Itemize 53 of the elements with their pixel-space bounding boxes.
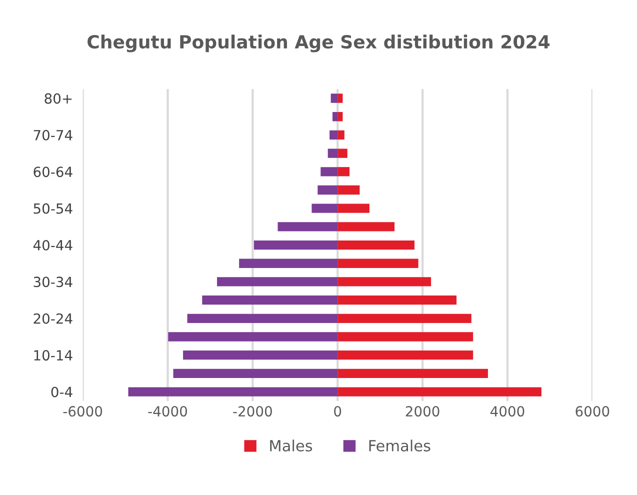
bar	[338, 130, 344, 140]
y-tick-label: 10-14	[34, 350, 72, 361]
bar	[330, 94, 338, 103]
bar	[338, 204, 370, 213]
y-tick-label: 80+	[44, 93, 72, 104]
bar	[239, 258, 338, 268]
bar	[202, 295, 338, 305]
bar	[338, 295, 457, 305]
legend-label: Females	[369, 440, 430, 452]
bar	[338, 387, 542, 396]
bar	[338, 277, 432, 286]
bar	[173, 368, 338, 378]
bar	[338, 368, 488, 378]
bar	[338, 94, 343, 103]
y-tick-label: 40-44	[33, 240, 72, 250]
bar	[338, 167, 350, 176]
y-tick-label: 60-64	[34, 166, 72, 178]
x-tick-label: -4000	[148, 406, 187, 417]
bar	[128, 387, 338, 396]
legend-label: Males	[270, 440, 312, 452]
y-tick-label: 20-24	[34, 313, 72, 324]
bar	[338, 185, 360, 195]
x-tick-label: 6000	[576, 406, 610, 417]
bar	[338, 222, 395, 232]
bar	[328, 148, 338, 158]
y-tick-label: 70-74	[34, 130, 72, 140]
chart-title: Chegutu Population Age Sex distibution 2024	[88, 34, 550, 52]
bar	[312, 204, 338, 213]
bar	[338, 148, 348, 158]
bar	[338, 240, 414, 250]
x-tick-label: 4000	[490, 406, 524, 417]
bar	[217, 277, 338, 286]
x-tick-label: -6000	[63, 406, 102, 417]
bar	[183, 350, 338, 360]
bar	[278, 222, 338, 232]
bar	[338, 350, 474, 360]
x-tick-label: -2000	[233, 406, 272, 417]
x-tick-label: 2000	[406, 406, 440, 417]
bar	[187, 314, 338, 323]
x-tick-label: 0	[334, 406, 342, 417]
bar	[338, 258, 418, 268]
bar	[338, 314, 472, 323]
bar	[330, 130, 338, 140]
bar	[332, 112, 338, 122]
y-tick-label: 50-54	[34, 203, 72, 214]
y-tick-label: 0-4	[51, 386, 72, 398]
bar	[168, 332, 338, 342]
bar	[338, 332, 474, 342]
bar	[338, 112, 343, 122]
bar	[320, 167, 338, 176]
bar	[318, 185, 338, 195]
bar	[254, 240, 338, 250]
y-tick-label: 30-34	[34, 276, 72, 288]
